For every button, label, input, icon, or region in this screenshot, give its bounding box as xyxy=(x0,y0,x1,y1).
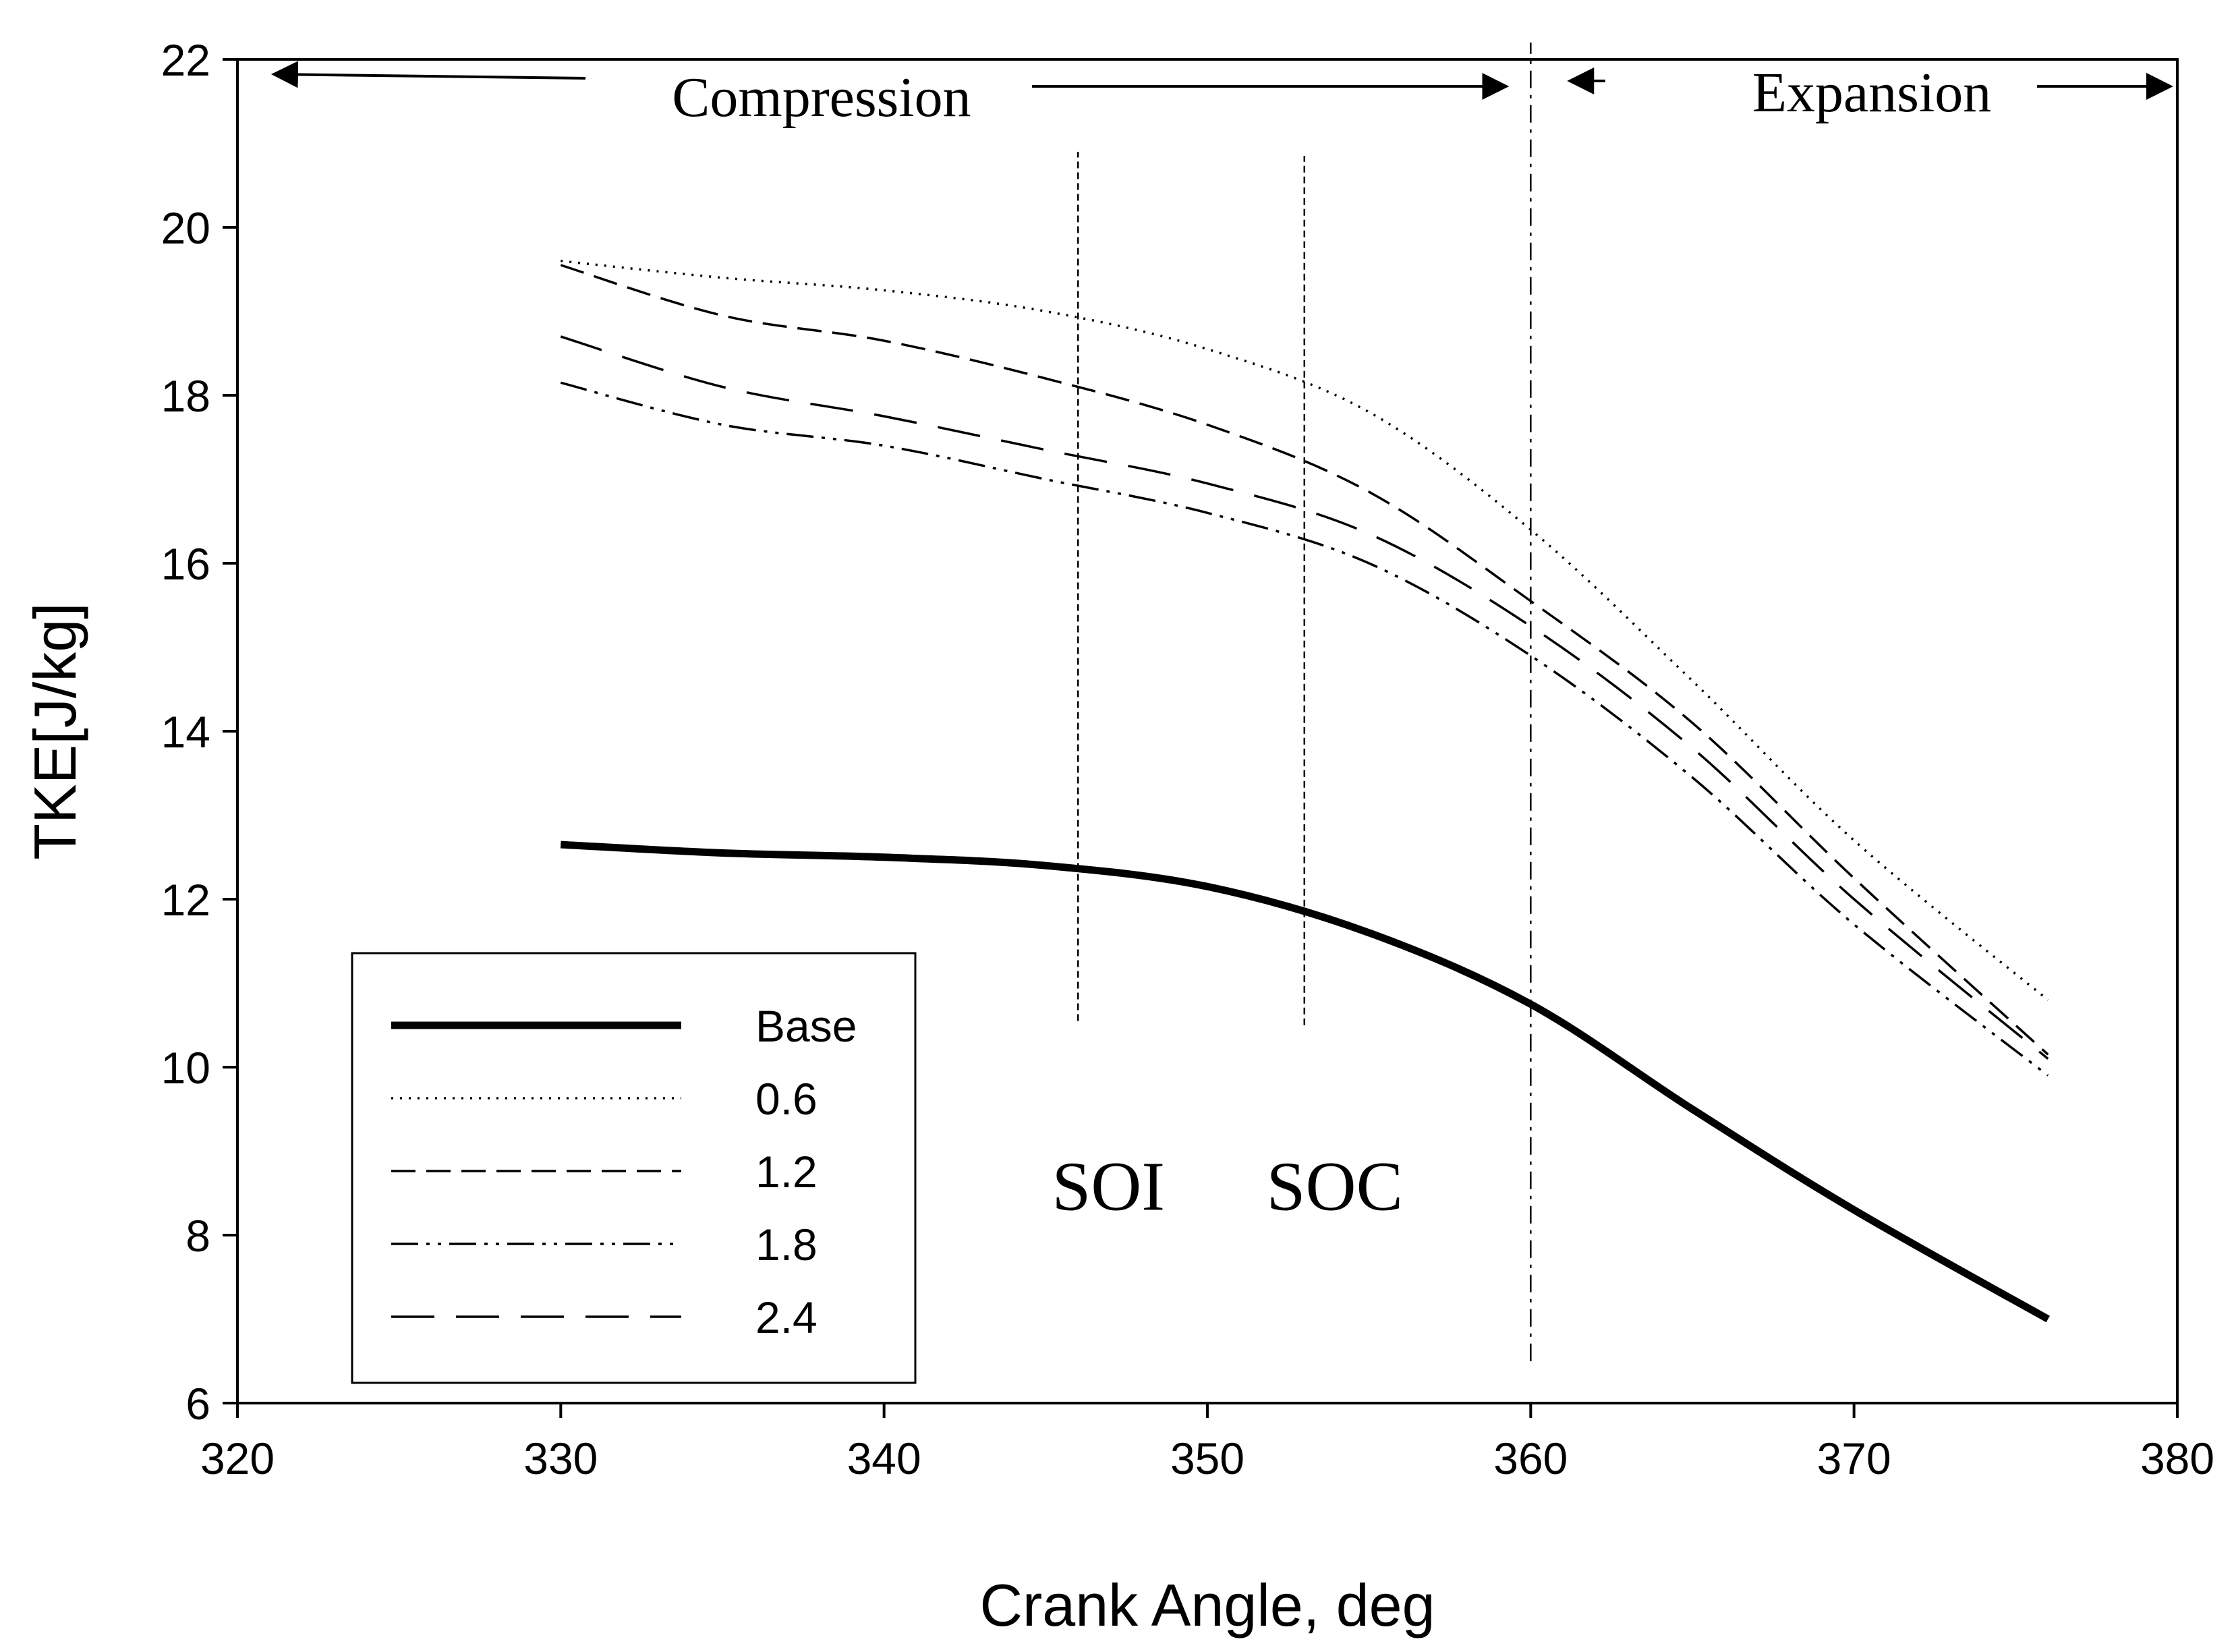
data-series xyxy=(560,260,2050,1323)
x-tick-label: 320 xyxy=(200,1433,275,1483)
legend-label: 0.6 xyxy=(755,1074,818,1124)
vertical-markers: SOI SOC xyxy=(1052,42,1532,1361)
series-line-1-2 xyxy=(560,264,2049,1056)
x-axis-ticks: 320 330 340 350 360 370 380 xyxy=(200,1403,2214,1483)
y-axis-ticks: 6 8 10 12 14 16 18 20 22 xyxy=(161,35,237,1429)
legend-label: Base xyxy=(755,1001,857,1051)
series-line-2-4 xyxy=(560,335,2049,1060)
compression-arrow-left xyxy=(270,61,586,88)
x-tick-label: 380 xyxy=(2140,1433,2214,1483)
expansion-label: Expansion xyxy=(1752,61,1992,124)
legend-label: 1.8 xyxy=(755,1220,818,1270)
compression-label: Compression xyxy=(672,66,971,129)
x-tick-label: 330 xyxy=(523,1433,598,1483)
y-axis-title: TKE[J/kg] xyxy=(22,602,88,859)
y-tick-label: 16 xyxy=(161,539,210,589)
y-tick-label: 14 xyxy=(161,707,210,757)
x-tick-label: 370 xyxy=(1817,1433,1891,1483)
x-axis-title: Crank Angle, deg xyxy=(979,1572,1435,1639)
series-line-1-8 xyxy=(560,381,2049,1077)
x-tick-label: 340 xyxy=(847,1433,921,1483)
y-tick-label: 12 xyxy=(161,875,210,925)
legend-label: 1.2 xyxy=(755,1147,818,1197)
y-tick-label: 6 xyxy=(185,1379,210,1429)
legend-label: 2.4 xyxy=(755,1292,818,1342)
series-line-base xyxy=(561,841,2050,1323)
vertical-marker-label: SOC xyxy=(1267,1148,1403,1226)
x-tick-label: 360 xyxy=(1493,1433,1568,1483)
y-tick-label: 8 xyxy=(185,1211,210,1261)
y-tick-label: 22 xyxy=(161,35,210,85)
y-tick-label: 18 xyxy=(161,371,210,421)
vertical-marker-label: SOI xyxy=(1052,1148,1165,1226)
phase-annotations: Compression Expansion xyxy=(270,61,2173,129)
legend: Base 0.6 1.2 1.8 2.4 xyxy=(351,952,917,1384)
y-tick-label: 20 xyxy=(161,203,210,253)
x-tick-label: 350 xyxy=(1170,1433,1244,1483)
y-tick-label: 10 xyxy=(161,1043,210,1093)
